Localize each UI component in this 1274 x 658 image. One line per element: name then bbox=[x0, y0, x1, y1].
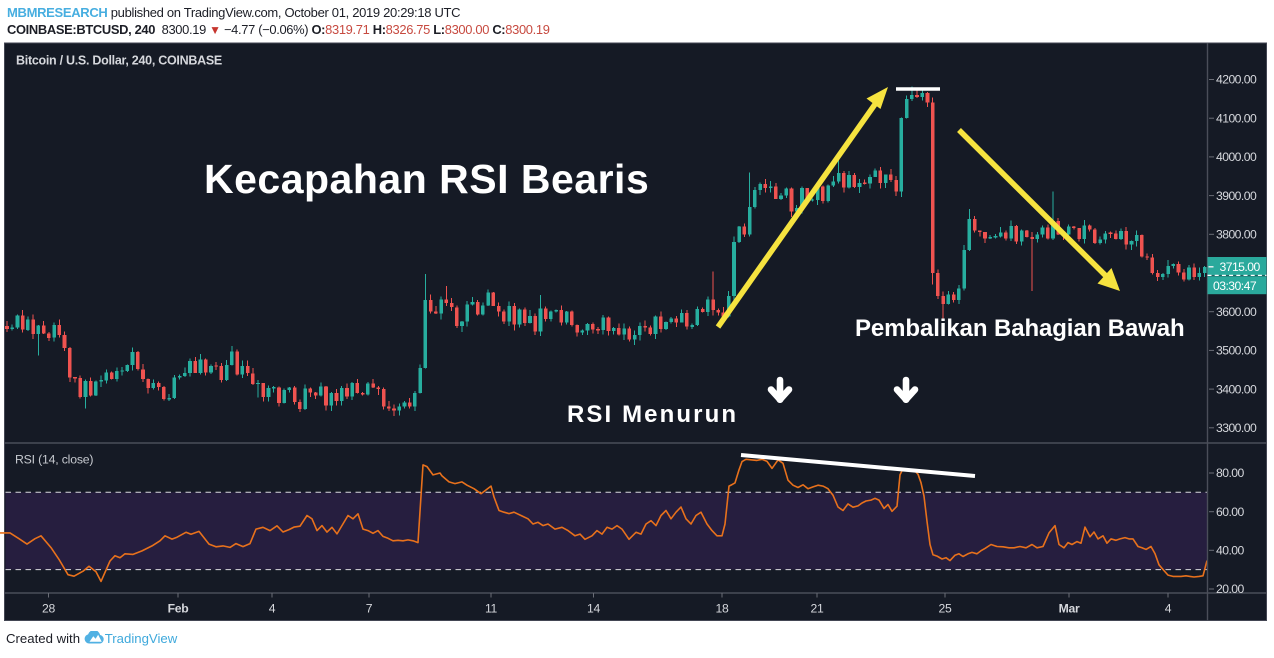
svg-text:28: 28 bbox=[42, 602, 55, 616]
svg-text:40.00: 40.00 bbox=[1216, 544, 1245, 558]
svg-text:14: 14 bbox=[587, 602, 600, 616]
svg-text:4100.00: 4100.00 bbox=[1216, 111, 1257, 125]
svg-text:3800.00: 3800.00 bbox=[1216, 228, 1257, 242]
svg-text:03:30:47: 03:30:47 bbox=[1213, 279, 1257, 293]
svg-text:RSI Menurun: RSI Menurun bbox=[567, 401, 738, 428]
svg-text:3300.00: 3300.00 bbox=[1216, 421, 1257, 435]
svg-text:Mar: Mar bbox=[1059, 602, 1080, 616]
svg-text:3715.00: 3715.00 bbox=[1220, 260, 1261, 274]
svg-text:Feb: Feb bbox=[168, 602, 189, 616]
svg-text:20.00: 20.00 bbox=[1216, 582, 1245, 596]
svg-text:Pembalikan Bahagian Bawah: Pembalikan Bahagian Bawah bbox=[855, 315, 1185, 342]
svg-text:4: 4 bbox=[269, 602, 276, 616]
svg-text:4: 4 bbox=[1165, 602, 1172, 616]
svg-text:7: 7 bbox=[366, 602, 373, 616]
svg-text:4200.00: 4200.00 bbox=[1216, 73, 1257, 87]
svg-text:80.00: 80.00 bbox=[1216, 466, 1245, 480]
svg-text:Kecapahan RSI Bearis: Kecapahan RSI Bearis bbox=[204, 156, 649, 202]
svg-text:3600.00: 3600.00 bbox=[1216, 305, 1257, 319]
svg-text:Bitcoin / U.S. Dollar, 240, CO: Bitcoin / U.S. Dollar, 240, COINBASE bbox=[16, 54, 222, 68]
svg-text:60.00: 60.00 bbox=[1216, 505, 1245, 519]
svg-text:3400.00: 3400.00 bbox=[1216, 382, 1257, 396]
svg-text:3500.00: 3500.00 bbox=[1216, 344, 1257, 358]
svg-text:4000.00: 4000.00 bbox=[1216, 150, 1257, 164]
svg-text:21: 21 bbox=[811, 602, 824, 616]
svg-text:RSI (14, close): RSI (14, close) bbox=[15, 453, 93, 467]
svg-text:11: 11 bbox=[485, 602, 498, 616]
svg-text:3900.00: 3900.00 bbox=[1216, 189, 1257, 203]
svg-text:18: 18 bbox=[716, 602, 729, 616]
svg-text:25: 25 bbox=[939, 602, 952, 616]
